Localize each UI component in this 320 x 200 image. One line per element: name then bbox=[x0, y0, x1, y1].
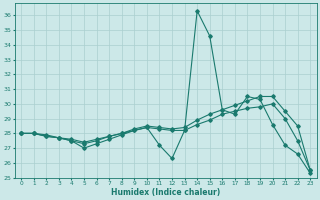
X-axis label: Humidex (Indice chaleur): Humidex (Indice chaleur) bbox=[111, 188, 220, 197]
